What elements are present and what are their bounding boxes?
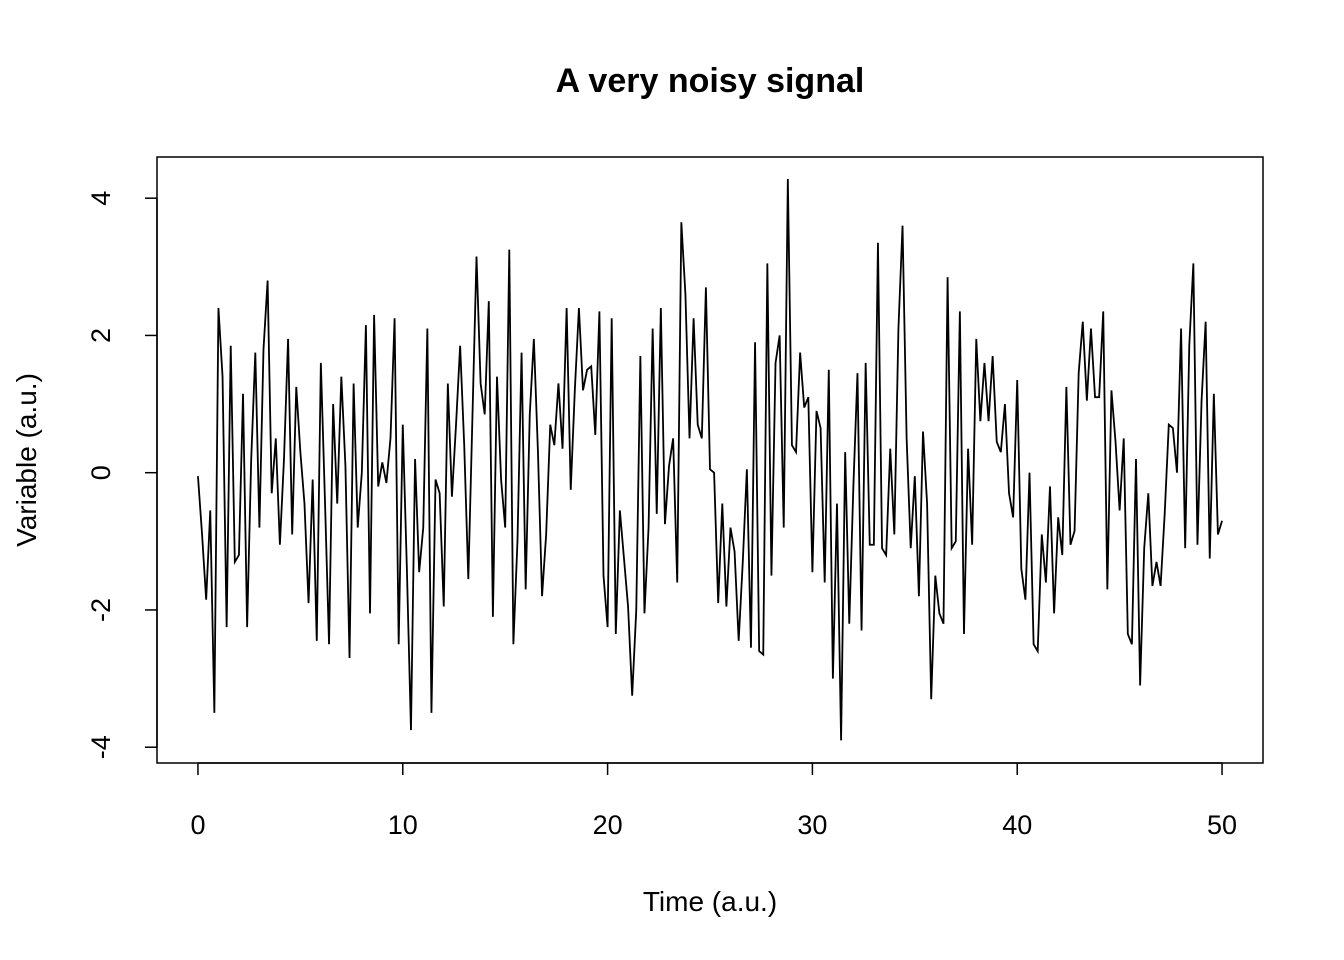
- y-tick-label: -4: [86, 735, 116, 759]
- y-tick-label: 0: [86, 465, 116, 480]
- x-tick-label: 30: [797, 810, 827, 840]
- y-tick-label: 4: [86, 191, 116, 206]
- x-tick-label: 0: [190, 810, 205, 840]
- x-axis-label: Time (a.u.): [643, 886, 777, 917]
- x-tick-label: 20: [593, 810, 623, 840]
- x-tick-label: 10: [388, 810, 418, 840]
- data-line: [197, 178, 1223, 741]
- y-tick-label: -2: [86, 598, 116, 622]
- x-tick-label: 50: [1207, 810, 1237, 840]
- chart-title: A very noisy signal: [556, 62, 865, 100]
- y-tick-label: 2: [86, 328, 116, 343]
- x-tick-label: 40: [1002, 810, 1032, 840]
- y-axis-label: Variable (a.u.): [11, 373, 42, 547]
